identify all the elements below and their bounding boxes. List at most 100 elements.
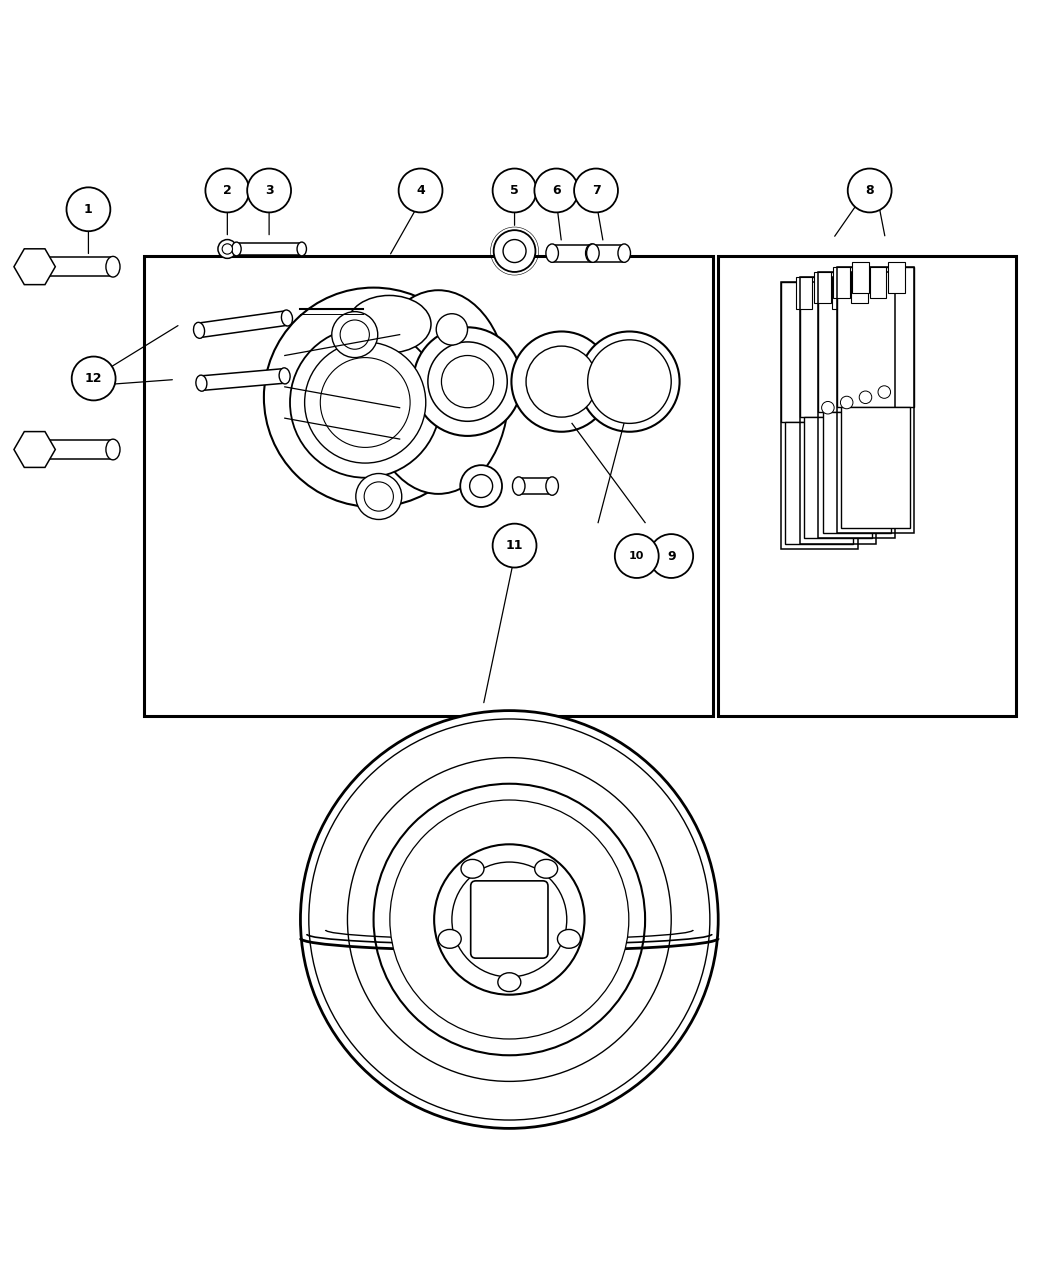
Circle shape (332, 311, 378, 357)
Ellipse shape (368, 291, 509, 493)
Ellipse shape (534, 859, 558, 878)
Text: 8: 8 (865, 184, 874, 196)
Circle shape (821, 402, 834, 414)
Circle shape (503, 240, 526, 263)
Text: 12: 12 (85, 372, 103, 385)
Bar (833, 266, 849, 298)
Circle shape (290, 328, 440, 478)
Polygon shape (804, 417, 873, 538)
Ellipse shape (586, 244, 598, 263)
Text: 11: 11 (506, 539, 523, 552)
Bar (796, 277, 813, 309)
Text: 9: 9 (667, 550, 675, 562)
Ellipse shape (279, 368, 290, 384)
Circle shape (247, 168, 291, 213)
Text: 1: 1 (84, 203, 92, 215)
Bar (815, 272, 831, 303)
Polygon shape (837, 266, 915, 407)
Ellipse shape (27, 256, 42, 277)
Circle shape (534, 168, 579, 213)
Bar (869, 266, 886, 298)
Ellipse shape (558, 929, 581, 949)
Polygon shape (14, 432, 56, 468)
Circle shape (348, 757, 671, 1081)
Ellipse shape (281, 310, 293, 326)
Circle shape (304, 342, 426, 463)
Circle shape (494, 231, 536, 272)
Ellipse shape (512, 477, 525, 495)
Polygon shape (201, 368, 286, 390)
Circle shape (441, 356, 494, 408)
Ellipse shape (546, 244, 559, 263)
Circle shape (580, 332, 679, 432)
Circle shape (218, 240, 236, 259)
Circle shape (492, 524, 537, 567)
Circle shape (364, 482, 394, 511)
Circle shape (356, 473, 402, 519)
Circle shape (588, 340, 671, 423)
Text: 6: 6 (552, 184, 561, 196)
Bar (144, 256, 713, 715)
Bar (888, 261, 905, 293)
Text: 3: 3 (265, 184, 273, 196)
Ellipse shape (461, 859, 484, 878)
Circle shape (340, 320, 370, 349)
Polygon shape (519, 478, 552, 495)
Circle shape (526, 346, 597, 417)
Circle shape (399, 168, 442, 213)
Text: 10: 10 (629, 551, 645, 561)
Circle shape (615, 534, 658, 578)
Bar (850, 272, 867, 303)
Circle shape (574, 168, 618, 213)
Polygon shape (552, 245, 592, 261)
FancyBboxPatch shape (470, 881, 548, 958)
Circle shape (390, 799, 629, 1039)
Circle shape (223, 244, 232, 254)
Ellipse shape (618, 244, 630, 263)
Polygon shape (35, 440, 113, 459)
Circle shape (374, 784, 645, 1056)
Polygon shape (593, 245, 624, 261)
Circle shape (414, 328, 522, 436)
Circle shape (840, 397, 853, 409)
Ellipse shape (106, 256, 120, 277)
Text: 2: 2 (223, 184, 232, 196)
Polygon shape (781, 282, 858, 422)
Ellipse shape (196, 375, 207, 391)
Text: 5: 5 (510, 184, 519, 196)
Circle shape (427, 342, 507, 421)
Polygon shape (14, 249, 56, 284)
Circle shape (649, 534, 693, 578)
Circle shape (300, 710, 718, 1128)
Bar (718, 256, 1016, 715)
Polygon shape (841, 407, 910, 528)
Ellipse shape (193, 323, 205, 338)
Circle shape (847, 168, 891, 213)
Polygon shape (35, 258, 113, 277)
Text: 4: 4 (416, 184, 425, 196)
Circle shape (878, 386, 890, 398)
Polygon shape (822, 412, 891, 533)
Bar (852, 261, 868, 293)
Circle shape (859, 391, 872, 404)
Circle shape (452, 862, 567, 977)
Polygon shape (819, 272, 896, 412)
Circle shape (71, 357, 116, 400)
Circle shape (66, 187, 110, 231)
Circle shape (264, 288, 483, 507)
Ellipse shape (27, 439, 42, 460)
Circle shape (206, 168, 249, 213)
Ellipse shape (438, 929, 461, 949)
Ellipse shape (106, 439, 120, 460)
Polygon shape (198, 311, 288, 338)
Ellipse shape (498, 973, 521, 992)
Circle shape (460, 465, 502, 507)
Circle shape (320, 357, 411, 448)
Text: 7: 7 (591, 184, 601, 196)
Ellipse shape (297, 242, 307, 256)
Ellipse shape (587, 244, 600, 263)
Bar (832, 277, 848, 309)
Circle shape (434, 844, 585, 994)
Circle shape (436, 314, 467, 346)
Ellipse shape (232, 242, 242, 256)
